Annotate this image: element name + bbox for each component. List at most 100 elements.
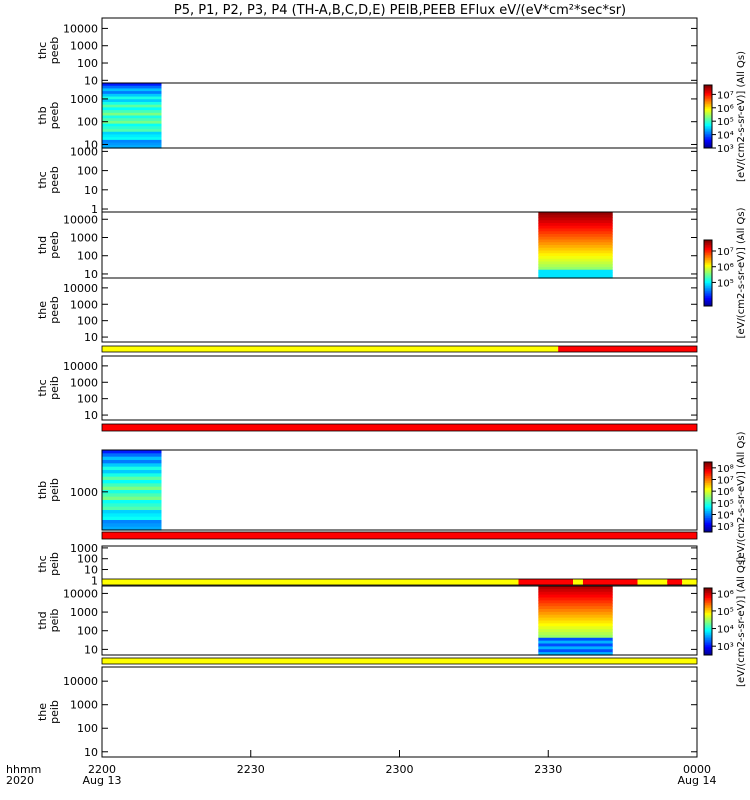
spectrogram-cell — [538, 603, 613, 607]
colorbar-cell — [704, 129, 712, 132]
spectrogram-cell — [102, 118, 162, 122]
spectrogram-cell — [538, 231, 613, 235]
mode-bar — [101, 531, 698, 540]
colorbar-cell — [704, 124, 712, 127]
mode-bar-frame — [101, 531, 698, 540]
mode-bar — [101, 578, 698, 586]
spectrogram-cell — [102, 145, 162, 149]
spectrogram-cell — [538, 646, 613, 650]
colorbar-tick-label: 10⁵ — [717, 278, 734, 289]
colorbar-cell — [704, 302, 712, 305]
colorbar-cell — [704, 611, 712, 614]
y-tick-label: 10 — [84, 409, 98, 422]
colorbar-cell — [704, 484, 712, 487]
colorbar-cell — [704, 472, 712, 475]
colorbar-cell — [704, 103, 712, 106]
panel-thd-peib: 10000 1000 100 10 thd peib — [36, 585, 698, 656]
panel-ylabel: thc — [36, 379, 49, 396]
colorbar-cell — [704, 623, 712, 626]
spectrogram-cell — [538, 228, 613, 232]
colorbar-cell — [704, 599, 712, 602]
colorbar-label: [eV/(cm2-s-sr-eV)] (All Qs) — [736, 556, 747, 687]
colorbar-tick-label: 10⁶ — [717, 263, 734, 274]
spectrogram-cell — [538, 247, 613, 252]
panel-frame — [101, 449, 698, 531]
y-tick-label: 1000 — [70, 486, 98, 499]
panel-ylabel: peeb — [48, 231, 61, 259]
panel-ylabel: peib — [48, 376, 61, 400]
panel-thb-peib: 1000 thb peib — [36, 449, 698, 531]
y-tick-label: 1000 — [70, 699, 98, 712]
colorbar-cell — [704, 111, 712, 114]
spectrogram-cell — [102, 503, 162, 508]
colorbar-cell — [704, 107, 712, 110]
spectrogram-cell — [538, 609, 613, 613]
panel-frame — [101, 585, 698, 656]
y-tick-label: 1000 — [70, 40, 98, 53]
colorbar-cell — [704, 649, 712, 653]
colorbar-cell — [704, 628, 712, 631]
colorbar-cell — [704, 274, 712, 277]
y-tick-label: 10000 — [63, 587, 98, 600]
colorbar-tick-label: 10⁴ — [717, 131, 734, 142]
spectrogram-cell — [538, 594, 613, 599]
colorbar-cell — [704, 511, 712, 514]
spectrogram-cell — [538, 236, 613, 241]
panel-ylabel: peeb — [48, 296, 61, 324]
colorbar-cell — [704, 651, 712, 654]
colorbar-cell — [704, 279, 712, 282]
colorbar-cell — [704, 470, 712, 473]
x-tick-label: 2330 — [534, 763, 562, 776]
spectrogram-cell — [538, 272, 613, 276]
y-tick-label: 100 — [77, 553, 98, 566]
mode-bar-segment — [582, 579, 638, 585]
colorbar-cell — [704, 479, 712, 482]
mode-bar-segment — [573, 579, 583, 585]
spectrogram-cell — [538, 626, 613, 630]
spectrogram-cell — [102, 520, 162, 524]
y-tick-label: 10 — [84, 564, 98, 577]
spectrogram-cell — [102, 470, 162, 474]
spectrogram-cell — [102, 450, 162, 454]
colorbar-cell — [704, 639, 712, 643]
colorbar-cell — [704, 289, 712, 292]
colorbar-cell — [704, 618, 712, 621]
colorbar-cell — [704, 291, 712, 294]
spectrogram-cell — [102, 483, 162, 488]
colorbar-cell — [704, 509, 712, 512]
y-tick-label: 1 — [91, 574, 98, 587]
colorbar-cell — [704, 100, 712, 103]
panel-thd-peeb: 10000 1000 100 10 thd peeb — [36, 211, 698, 281]
y-tick-label: 100 — [77, 315, 98, 328]
spectrogram-cell — [538, 649, 613, 653]
colorbar-cell — [704, 519, 712, 522]
panel-thc-peeb: 10000 1000 100 10 thc peeb — [36, 17, 698, 87]
panel-thb-peeb: 1000 100 10 thb peeb — [36, 82, 698, 151]
colorbar-cell — [704, 613, 712, 616]
spectrogram-cell — [538, 652, 613, 656]
spectrogram-cell — [538, 239, 613, 243]
colorbar-cell — [704, 141, 712, 144]
colorbar-tick-label: 10³ — [717, 144, 734, 155]
y-tick-label: 10000 — [63, 213, 98, 226]
colorbar-cell — [704, 525, 712, 528]
colorbar-cell — [704, 258, 712, 261]
spectrogram-cell — [102, 126, 162, 130]
colorbar-cell — [704, 643, 712, 646]
colorbar-cell — [704, 296, 712, 299]
colorbar-frame — [703, 239, 713, 307]
colorbar-cell — [704, 119, 712, 122]
spectrogram-cell — [538, 586, 613, 590]
colorbar-cell — [704, 641, 712, 644]
colorbar-cell — [704, 598, 712, 601]
panel-ylabel: thb — [36, 106, 49, 124]
colorbar-tick-label: 10⁶ — [717, 589, 734, 600]
colorbar: 10⁷ 10⁶ 10⁵ [eV/(cm2-s-sr-eV)] (All Qs) — [703, 207, 747, 338]
colorbar-cell — [704, 504, 712, 507]
panel-ylabel: peeb — [48, 102, 61, 130]
colorbar-cell — [704, 246, 712, 249]
spectrogram-cell — [538, 220, 613, 224]
x-tick-label: 2230 — [237, 763, 265, 776]
spectrogram-cell — [102, 93, 162, 98]
spectrogram-cell — [102, 101, 162, 106]
